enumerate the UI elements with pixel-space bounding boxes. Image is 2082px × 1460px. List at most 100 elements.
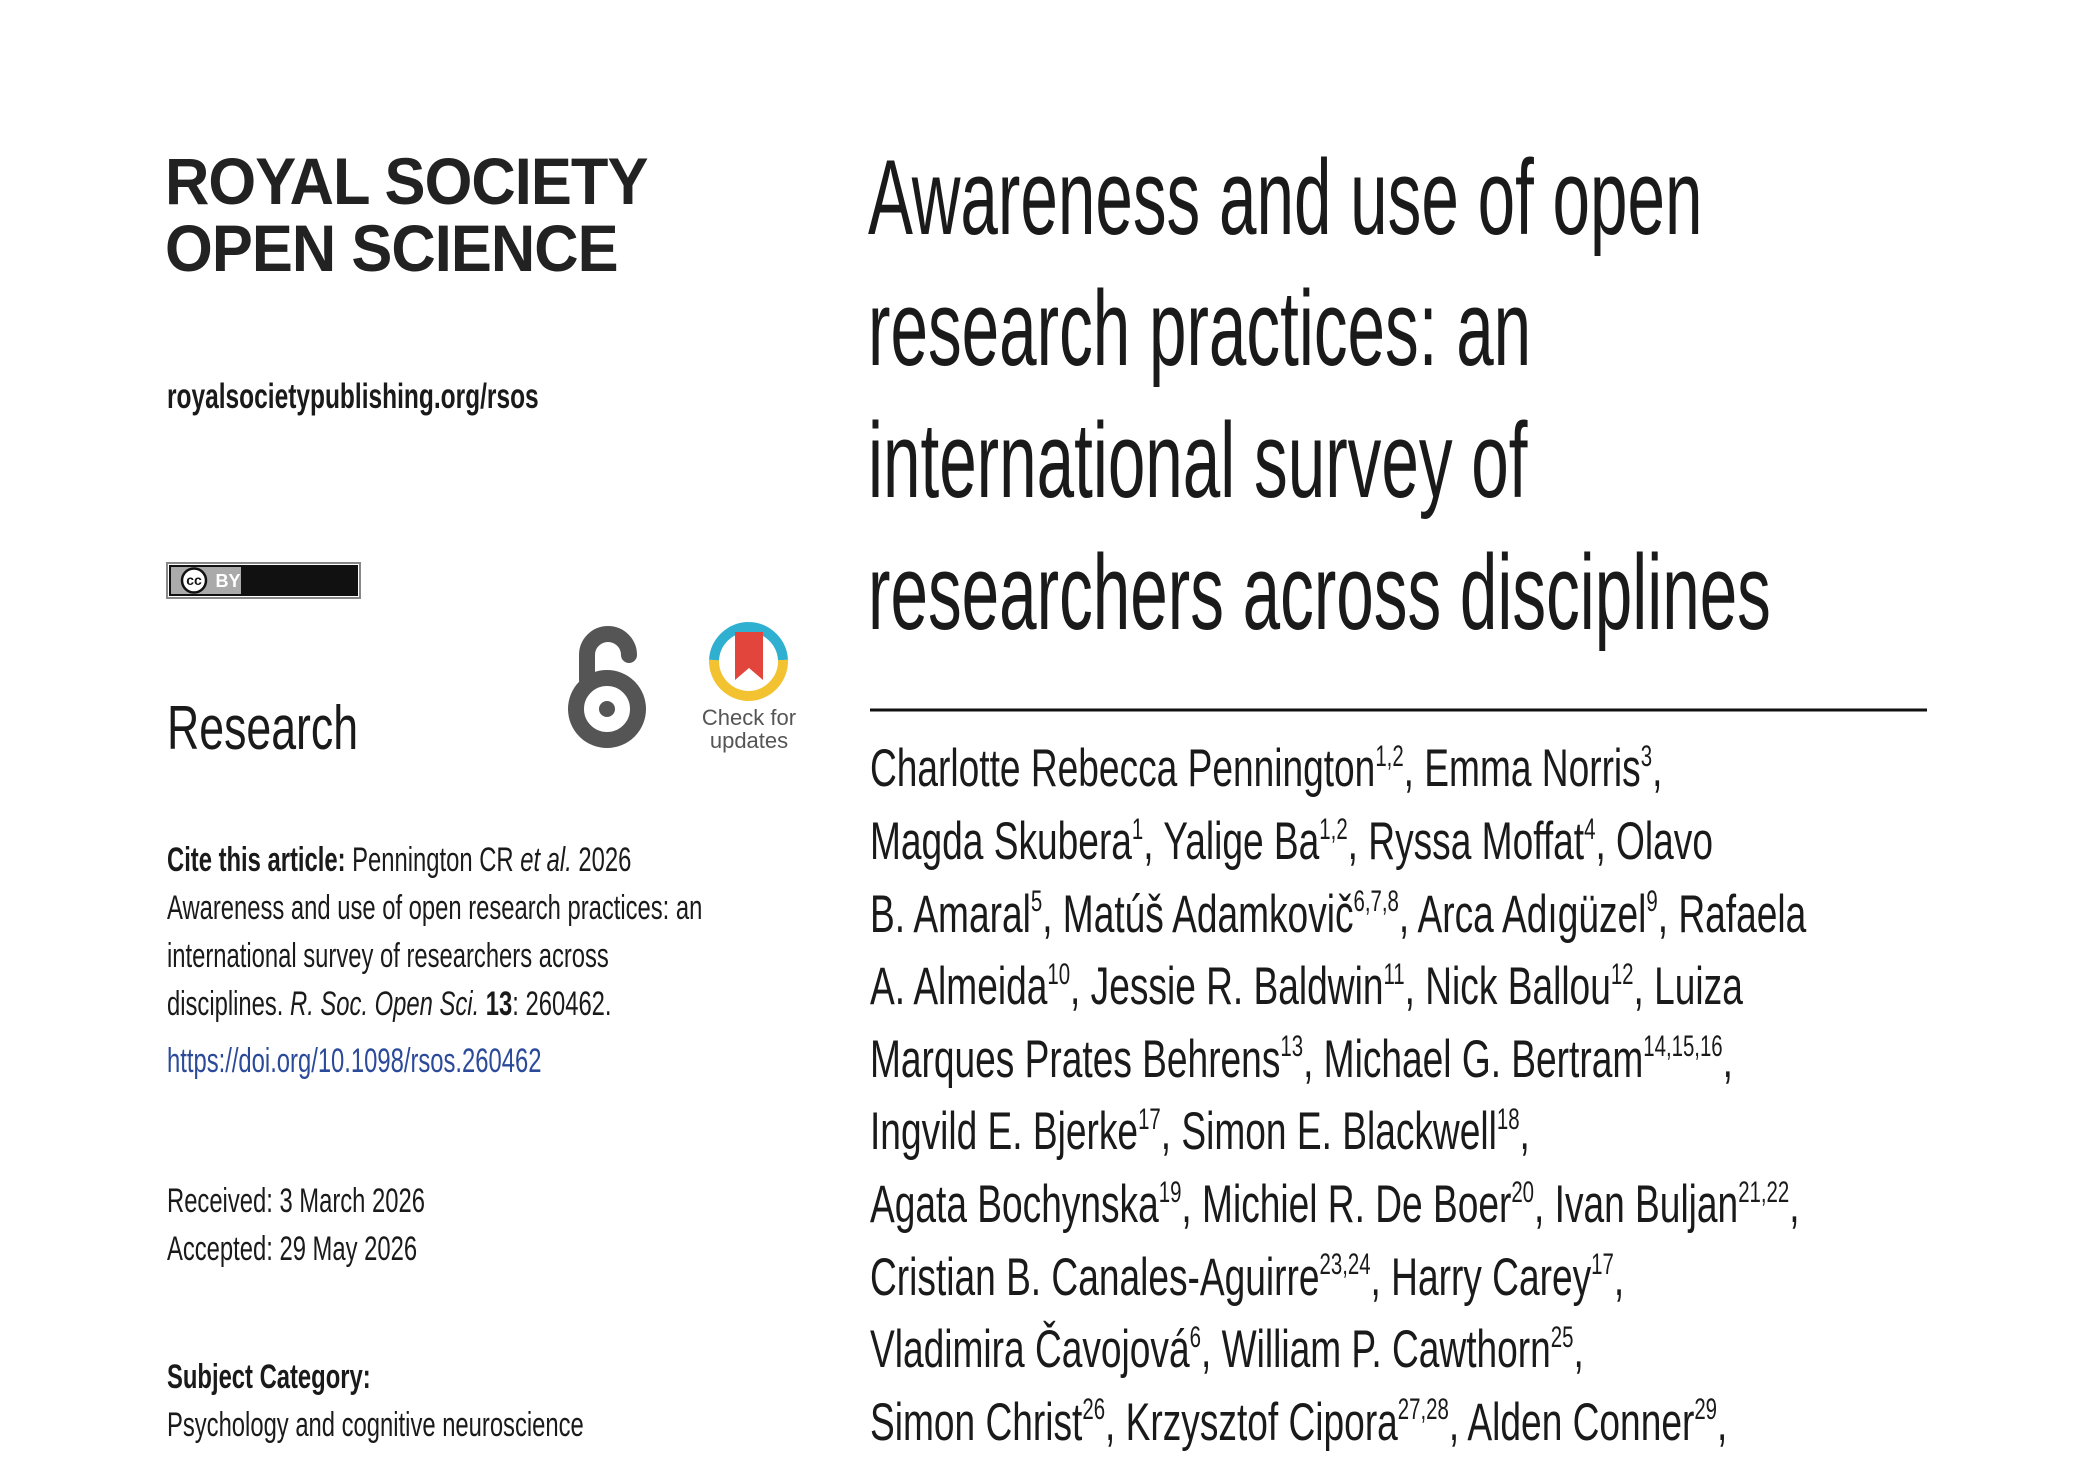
text-segment: Vladimira Čavojová (870, 1320, 1190, 1380)
cc-label: cc (186, 572, 202, 588)
affiliation-number: 9 (1646, 886, 1658, 919)
citation-line: disciplines. R. Soc. Open Sci. 13: 26046… (167, 987, 612, 1021)
author-line: Marques Prates Behrens13, Michael G. Ber… (870, 1033, 1733, 1086)
author-line: Charlotte Rebecca Pennington1,2, Emma No… (870, 742, 1662, 795)
affiliation-number: 3 (1640, 740, 1653, 773)
journal-name: OPEN SCIENCE (165, 210, 619, 285)
text-segment: , (1722, 1029, 1733, 1089)
text-segment: Simon Christ (870, 1392, 1083, 1452)
affiliation-number: 10 (1047, 958, 1071, 991)
text-segment: , Nick Ballou (1404, 957, 1611, 1017)
author-line: Magda Skubera1, Yalige Ba1,2, Ryssa Moff… (870, 815, 1713, 868)
affiliation-number: 5 (1030, 886, 1043, 919)
text-segment: , Arca Adıgüzel (1398, 884, 1647, 944)
text-segment: , Harry Carey (1370, 1247, 1592, 1307)
text-segment: Cite this article: (167, 841, 346, 880)
text-segment: , Michiel R. De Boer (1181, 1174, 1512, 1234)
journal-url: royalsocietypublishing.org/rsos (167, 376, 539, 416)
text-segment: Charlotte Rebecca Pennington (870, 739, 1376, 799)
text-segment: , Matúš Adamkovič (1042, 884, 1354, 944)
text-segment: , (1652, 739, 1663, 799)
affiliation-number: 14,15,16 (1643, 1031, 1723, 1064)
affiliation-number: 6 (1189, 1321, 1201, 1354)
affiliation-number: 26 (1082, 1394, 1106, 1427)
affiliation-number: 17 (1591, 1249, 1614, 1282)
text-segment: , Jessie R. Baldwin (1070, 957, 1384, 1017)
text-segment: , (1613, 1247, 1625, 1307)
open-access-icon (568, 626, 646, 748)
affiliation-number: 6,7,8 (1353, 886, 1399, 919)
affiliation-number: 25 (1550, 1321, 1574, 1354)
article-title: international survey of (868, 400, 1528, 521)
affiliation-number: 4 (1584, 813, 1596, 846)
affiliation-number: 17 (1138, 1103, 1161, 1136)
text-segment: Pennington CR (345, 841, 521, 880)
affiliation-number: 18 (1496, 1103, 1520, 1136)
text-segment: B. Amaral (870, 884, 1031, 944)
affiliation-number: 12 (1610, 958, 1634, 991)
text-segment: A. Almeida (870, 957, 1048, 1017)
subject-value: Psychology and cognitive neuroscience (167, 1406, 584, 1445)
affiliation-number: 23,24 (1319, 1249, 1371, 1282)
subject-heading: Subject Category: (167, 1358, 371, 1397)
text-segment: , Ivan Buljan (1534, 1174, 1739, 1234)
affiliation-number: 1 (1131, 813, 1144, 846)
citation-line: international survey of researchers acro… (167, 939, 609, 973)
text-segment: , (1519, 1102, 1530, 1162)
affiliation-number: 13 (1280, 1031, 1304, 1064)
check-updates-icon: Check for updates (702, 621, 796, 753)
text-segment: 2026 (571, 841, 632, 880)
affiliation-number: 11 (1383, 958, 1405, 991)
affiliation-number: 27,28 (1397, 1394, 1449, 1427)
check-updates-text: updates (710, 728, 788, 753)
affiliation-number: 29 (1694, 1394, 1718, 1427)
accepted-date: Accepted: 29 May 2026 (167, 1230, 418, 1269)
affiliation-number: 19 (1158, 1176, 1182, 1209)
text-segment: disciplines. (167, 984, 291, 1023)
received-date: Received: 3 March 2026 (167, 1182, 425, 1221)
citation-line: Cite this article: Pennington CR et al. … (167, 843, 631, 877)
text-segment: et al. (520, 841, 572, 880)
text-segment: , Alden Conner (1448, 1392, 1695, 1452)
affiliation-number: 1,2 (1375, 740, 1404, 773)
author-line: Vladimira Čavojová6, William P. Cawthorn… (870, 1323, 1584, 1376)
text-segment: , Rafaela (1657, 884, 1807, 944)
text-segment: 13 (485, 984, 513, 1023)
text-segment: , (1573, 1320, 1584, 1380)
text-segment: , Simon E. Blackwell (1160, 1102, 1497, 1162)
author-line: Cristian B. Canales-Aguirre23,24, Harry … (870, 1251, 1624, 1304)
author-line: Simon Christ26, Krzysztof Cipora27,28, A… (870, 1396, 1727, 1449)
affiliation-number: 20 (1511, 1176, 1535, 1209)
text-segment: international survey of researchers acro… (167, 936, 609, 975)
text-segment: Ingvild E. Bjerke (870, 1102, 1139, 1162)
check-updates-text: Check for (702, 705, 796, 730)
author-line: Agata Bochynska19, Michiel R. De Boer20,… (870, 1178, 1800, 1231)
text-segment: , Krzysztof Cipora (1105, 1392, 1398, 1452)
by-label: BY (215, 571, 240, 591)
section-label: Research (167, 694, 359, 764)
article-title: researchers across disciplines (868, 531, 1771, 652)
text-segment: , Olavo (1595, 811, 1713, 871)
cc-badge: cc BY (166, 562, 361, 599)
article-title: research practices: an (868, 268, 1532, 389)
citation-line: Awareness and use of open research pract… (167, 891, 702, 925)
text-segment: Agata Bochynska (870, 1174, 1159, 1234)
text-segment: Awareness and use of open research pract… (167, 889, 703, 928)
text-segment: , Yalige Ba (1143, 811, 1320, 871)
text-segment: Marques Prates Behrens (870, 1029, 1281, 1089)
journal-name: ROYAL SOCIETY (165, 143, 648, 218)
text-segment: , (1789, 1174, 1800, 1234)
author-line: Ingvild E. Bjerke17, Simon E. Blackwell1… (870, 1105, 1530, 1158)
text-segment: , (1717, 1392, 1728, 1452)
text-segment: , Ryssa Moffat (1347, 811, 1585, 871)
text-segment: , Michael G. Bertram (1303, 1029, 1644, 1089)
author-line: A. Almeida10, Jessie R. Baldwin11, Nick … (870, 960, 1743, 1013)
text-segment: , Luiza (1633, 957, 1743, 1017)
article-title: Awareness and use of open (868, 136, 1703, 257)
affiliation-number: 21,22 (1738, 1176, 1790, 1209)
text-segment: Magda Skubera (870, 811, 1132, 871)
text-segment: : 260462. (512, 984, 612, 1023)
text-segment: Cristian B. Canales-Aguirre (870, 1247, 1320, 1307)
